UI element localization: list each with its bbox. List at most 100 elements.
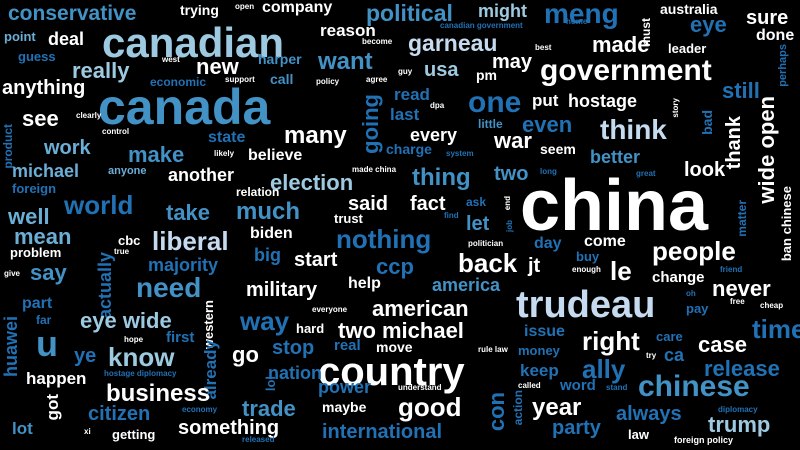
word-agree: agree	[366, 75, 388, 84]
word-clearly: clearly	[76, 111, 102, 120]
word-enough: enough	[572, 265, 601, 274]
word-much: much	[236, 198, 301, 225]
word-made-china: made china	[352, 165, 397, 174]
word-word: word	[560, 377, 596, 394]
word-harper: harper	[258, 51, 302, 67]
word-biden: biden	[250, 225, 293, 242]
word-release: release	[704, 356, 780, 381]
word-system: system	[446, 149, 474, 158]
word-sure: sure	[746, 7, 789, 29]
word-right: right	[582, 326, 640, 356]
word-guess: guess	[18, 49, 56, 64]
word-got: got	[43, 394, 62, 421]
word-best: best	[535, 43, 552, 52]
word-move: move	[376, 339, 413, 355]
word-job: job	[505, 220, 514, 232]
word-cheap: cheap	[760, 301, 784, 310]
word-called: called	[518, 381, 541, 390]
word-action: action	[511, 390, 525, 426]
word-con: con	[484, 392, 509, 432]
word-trump: trump	[708, 412, 771, 437]
word-said: said	[348, 193, 389, 215]
word-matter: matter	[735, 200, 749, 237]
word-canadian: canadian	[102, 19, 285, 66]
word-company: company	[262, 0, 333, 16]
word-end: end	[503, 196, 512, 211]
word-country: country	[318, 350, 465, 394]
word-better: better	[590, 147, 641, 167]
word-happen: happen	[26, 369, 87, 388]
word-economic: economic	[150, 75, 207, 89]
word-give: give	[4, 269, 21, 278]
word-party: party	[552, 417, 601, 439]
word-every: every	[410, 125, 458, 145]
word-really: really	[72, 58, 130, 83]
word-ca: ca	[664, 345, 685, 365]
word-citizen: citizen	[88, 403, 151, 425]
word-american: american	[372, 296, 469, 321]
word-nation: nation	[268, 363, 322, 383]
word-anything: anything	[2, 77, 86, 99]
word-rule-law: rule law	[478, 345, 508, 354]
word-trying: trying	[180, 2, 219, 18]
word-fact: fact	[410, 193, 446, 215]
word-see: see	[22, 106, 59, 131]
word-say: say	[30, 260, 67, 285]
word-garneau: garneau	[408, 30, 498, 56]
word-story: story	[671, 98, 680, 118]
word-policy: policy	[316, 77, 340, 86]
word-think: think	[600, 114, 667, 145]
word-majority: majority	[148, 255, 219, 275]
word-diplomacy: diplomacy	[718, 405, 758, 414]
word-relation: relation	[236, 185, 280, 199]
word-maybe: maybe	[322, 399, 367, 415]
word-ye: ye	[74, 345, 97, 367]
word-far: far	[36, 313, 52, 327]
word-released: released	[242, 435, 275, 444]
word-may: may	[492, 51, 533, 73]
word-put: put	[532, 91, 559, 110]
word-charge: charge	[386, 141, 432, 157]
word-government: government	[540, 54, 712, 87]
word-hostage-diplomacy: hostage diplomacy	[104, 369, 177, 378]
word-america: america	[432, 275, 501, 295]
word-two-michael: two michael	[338, 318, 464, 343]
word-conservative: conservative	[8, 2, 137, 25]
word-eye: eye	[690, 12, 727, 37]
word-dpa: dpa	[430, 101, 445, 110]
word-jt: jt	[528, 255, 541, 277]
word-getting: getting	[112, 427, 156, 442]
word-find: find	[444, 211, 459, 220]
word-big: big	[254, 245, 281, 265]
word-guy: guy	[398, 67, 413, 76]
word-state: state	[208, 129, 246, 146]
word-ban-chinese: ban chinese	[779, 186, 794, 262]
word-support: support	[225, 75, 255, 84]
word-want: want	[318, 48, 373, 75]
word-home: home	[566, 17, 588, 26]
word-mean: mean	[14, 224, 72, 249]
word-little: little	[478, 117, 503, 131]
word-perhaps: perhaps	[777, 44, 789, 87]
word-understand: understand	[398, 383, 442, 392]
word-australia: australia	[660, 1, 718, 17]
word-good: good	[398, 392, 462, 422]
word-international: international	[322, 421, 443, 443]
word-le: le	[610, 256, 632, 286]
word-take: take	[166, 200, 211, 225]
word-everyone: everyone	[312, 305, 348, 314]
word-politician: politician	[468, 239, 504, 248]
word-huawei: huawei	[1, 316, 21, 378]
word-thank: thank	[723, 116, 745, 170]
word-part: part	[22, 295, 53, 312]
word-believe: believe	[248, 147, 303, 164]
word-eye-wide: eye wide	[80, 308, 172, 333]
word-hostage: hostage	[568, 91, 638, 111]
word-trade: trade	[242, 396, 296, 421]
word-west: west	[162, 55, 180, 64]
word-hope: hope	[124, 335, 144, 344]
word-trudeau: trudeau	[516, 284, 656, 326]
word-buy: buy	[576, 249, 600, 264]
word-one: one	[468, 86, 522, 119]
